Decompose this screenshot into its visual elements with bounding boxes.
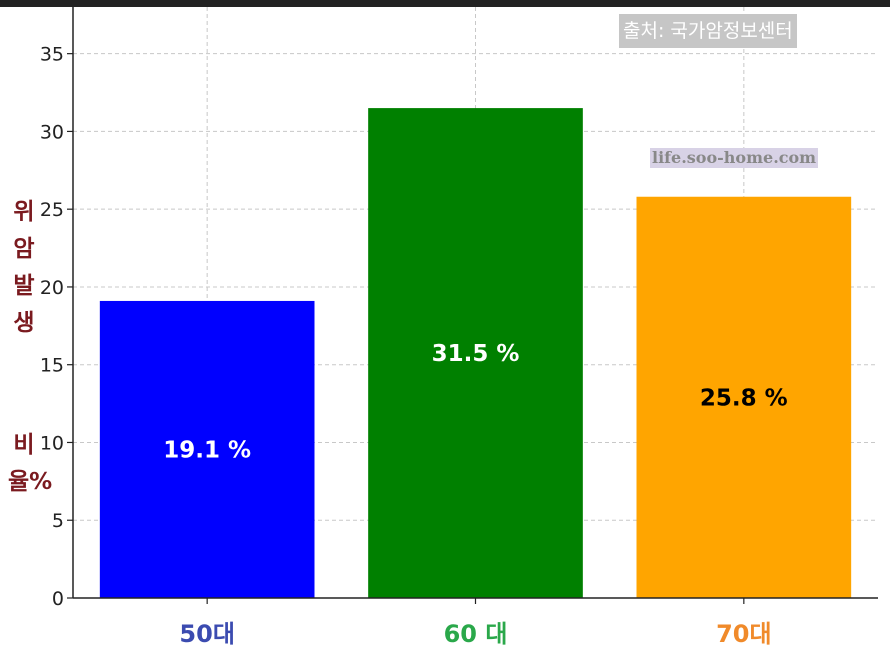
y-tick-label: 5 (52, 510, 64, 532)
y-tick-label: 30 (40, 121, 64, 143)
y-tick-label: 35 (40, 44, 64, 66)
y-axis-label-bottom: 비율% (8, 432, 53, 495)
source-annotation: 출처: 국가암정보센터 (619, 14, 797, 48)
y-tick-label: 0 (52, 588, 64, 610)
data-label-1: 19.1 % (163, 437, 251, 463)
x-tick-label: 60 대 (444, 620, 508, 648)
top-border (0, 0, 890, 7)
watermark: life.soo-home.com (650, 148, 819, 168)
y-axis-label-top: 위암발생 (13, 199, 35, 336)
x-tick-label: 70대 (716, 620, 771, 648)
y-tick-label: 20 (40, 277, 64, 299)
data-label-2: 31.5 % (432, 341, 520, 367)
y-tick-label: 10 (40, 432, 64, 454)
bar-2 (368, 108, 583, 598)
y-tick-label: 15 (40, 355, 64, 377)
axes (67, 7, 878, 604)
bars (99, 108, 852, 598)
bar-1 (99, 300, 315, 598)
labels: 19.1 % 31.5 % 25.8 % 0 5 10 15 20 25 30 35 50대 60 대 7… (40, 44, 788, 648)
data-label-3: 25.8 % (700, 385, 788, 411)
y-tick-label: 25 (40, 199, 64, 221)
bar-3 (636, 196, 852, 598)
x-tick-label: 50대 (179, 620, 234, 648)
